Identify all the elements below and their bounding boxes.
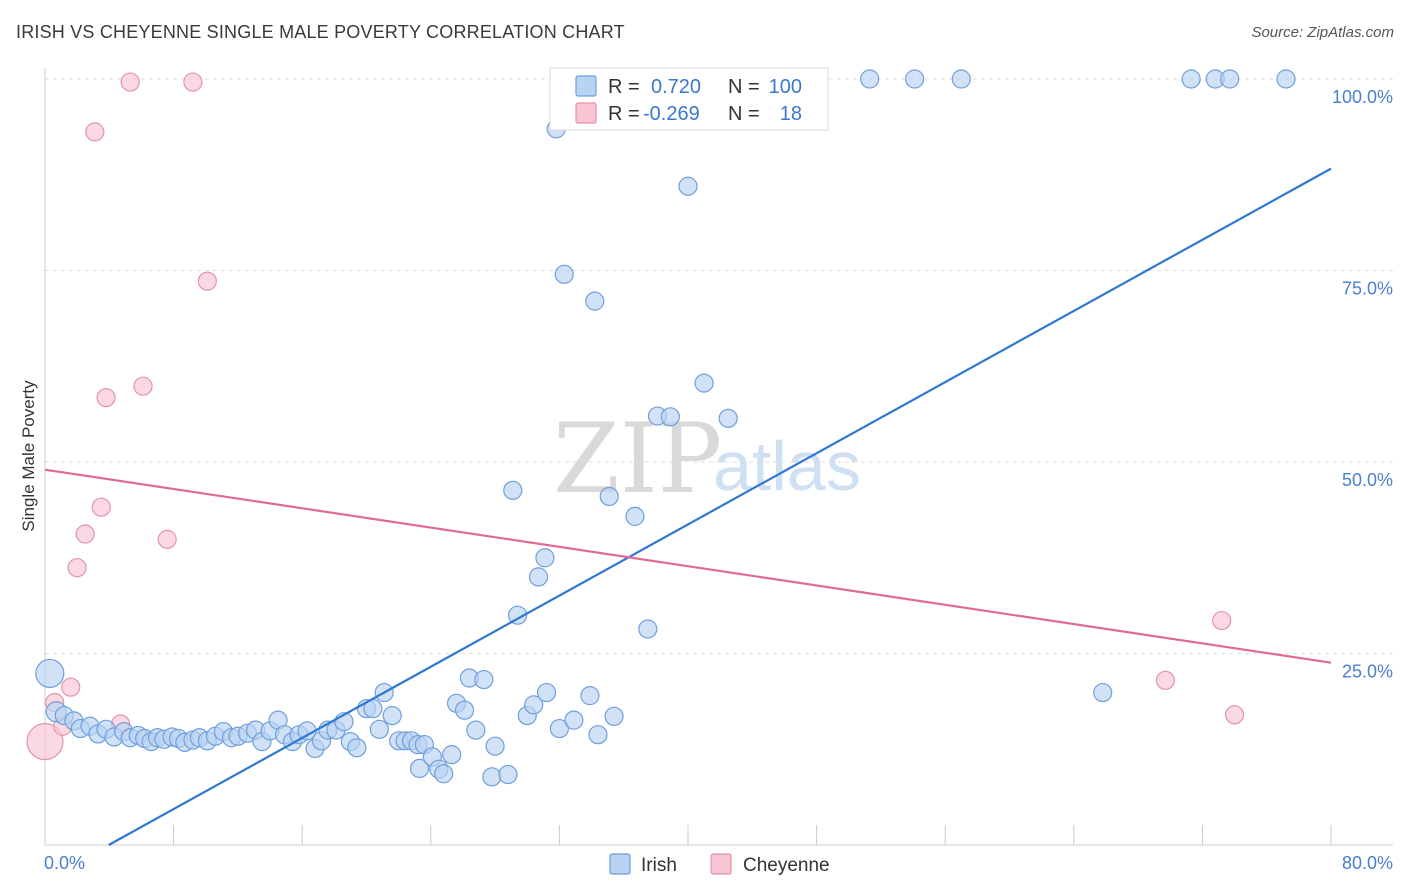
grid-lines	[45, 78, 1393, 654]
top-legend: R = 0.720 N = 100 R = -0.269 N = 18	[549, 67, 829, 131]
irish-point	[382, 705, 402, 726]
irish-point	[508, 605, 528, 625]
legend-irish-swatch	[575, 75, 597, 97]
irish-points	[35, 69, 1296, 787]
legend-cheyenne-swatch	[575, 102, 597, 124]
irish-point	[549, 718, 570, 739]
irish-point	[604, 706, 624, 726]
bottom-legend-cheyenne-swatch	[710, 853, 732, 875]
irish-point	[442, 745, 462, 765]
legend-irish-n-value: 100	[769, 76, 802, 98]
irish-point	[638, 619, 658, 639]
irish-point	[660, 407, 680, 427]
cheyenne-point	[183, 72, 203, 92]
irish-point	[409, 758, 430, 779]
irish-point	[1220, 69, 1240, 89]
bottom-legend-irish-swatch	[609, 853, 631, 875]
bottom-legend: Irish Cheyenne	[609, 853, 830, 876]
cheyenne-point	[1224, 705, 1245, 725]
legend-irish-n-label: N =	[728, 76, 760, 98]
legend-irish-r-value: 0.720	[651, 76, 701, 98]
irish-point	[482, 767, 502, 787]
irish-point	[580, 686, 600, 706]
irish-point	[585, 291, 605, 311]
irish-point	[599, 486, 619, 507]
cheyenne-point	[91, 497, 111, 517]
cheyenne-point	[75, 524, 95, 544]
y-tick-label: 100.0%	[1332, 87, 1393, 107]
axes	[44, 68, 1393, 846]
cheyenne-point	[26, 722, 64, 761]
irish-point	[474, 669, 494, 690]
legend-cheyenne-r-label: R =	[608, 103, 640, 125]
irish-point	[434, 764, 454, 784]
cheyenne-point	[61, 677, 81, 697]
cheyenne-point	[197, 271, 217, 291]
legend-cheyenne-r-value: -0.269	[643, 103, 700, 125]
tick-labels: 25.0% 50.0% 75.0% 100.0% 0.0% 80.0%	[44, 87, 1393, 873]
x-tick-label: 0.0%	[44, 853, 85, 873]
cheyenne-point	[157, 529, 177, 549]
cheyenne-point	[133, 376, 153, 396]
legend-irish-r-label: R =	[608, 76, 640, 98]
y-tick-label: 50.0%	[1342, 470, 1393, 490]
irish-point	[1093, 682, 1113, 703]
irish-point	[369, 719, 389, 739]
y-tick-label: 75.0%	[1342, 279, 1393, 299]
irish-point	[718, 408, 738, 428]
irish-point	[503, 480, 523, 500]
y-axis-label: Single Male Poverty	[19, 380, 38, 532]
irish-point	[536, 682, 557, 703]
legend-cheyenne-n-label: N =	[728, 103, 760, 125]
irish-point	[466, 720, 486, 740]
legend-cheyenne-n-value: 18	[780, 103, 802, 125]
irish-point	[454, 700, 475, 720]
irish-point	[35, 658, 65, 689]
irish-point	[625, 506, 645, 526]
cheyenne-point	[1212, 610, 1232, 631]
x-tick-label: 80.0%	[1342, 853, 1393, 873]
irish-point	[905, 69, 925, 89]
irish-point	[485, 736, 505, 756]
irish-point	[524, 695, 544, 715]
irish-point	[951, 69, 971, 89]
cheyenne-trend-line	[44, 468, 1332, 664]
y-tick-label: 25.0%	[1342, 662, 1393, 682]
bottom-legend-irish-label: Irish	[641, 855, 677, 876]
irish-point	[498, 764, 518, 785]
irish-point	[694, 373, 714, 393]
irish-trend-line	[108, 167, 1332, 846]
cheyenne-point	[67, 558, 87, 578]
cheyenne-point	[96, 388, 116, 408]
irish-point	[1276, 69, 1296, 89]
cheyenne-point	[120, 72, 140, 92]
watermark-zip: ZIP	[553, 403, 722, 515]
cheyenne-point	[85, 122, 105, 142]
chart-title: IRISH VS CHEYENNE SINGLE MALE POVERTY CO…	[16, 22, 625, 42]
irish-point	[860, 69, 880, 89]
irish-point	[347, 738, 367, 758]
irish-point	[564, 710, 584, 730]
irish-point	[528, 567, 549, 587]
watermark-atlas: atlas	[713, 427, 861, 505]
chart-source: Source: ZipAtlas.com	[1251, 24, 1394, 41]
bottom-legend-cheyenne-label: Cheyenne	[743, 855, 830, 876]
trend-lines	[44, 167, 1332, 846]
irish-point	[1181, 69, 1201, 89]
irish-point	[535, 548, 555, 568]
cheyenne-point	[1155, 670, 1176, 690]
irish-point	[554, 264, 574, 284]
irish-point	[588, 725, 608, 745]
irish-point	[678, 176, 698, 196]
